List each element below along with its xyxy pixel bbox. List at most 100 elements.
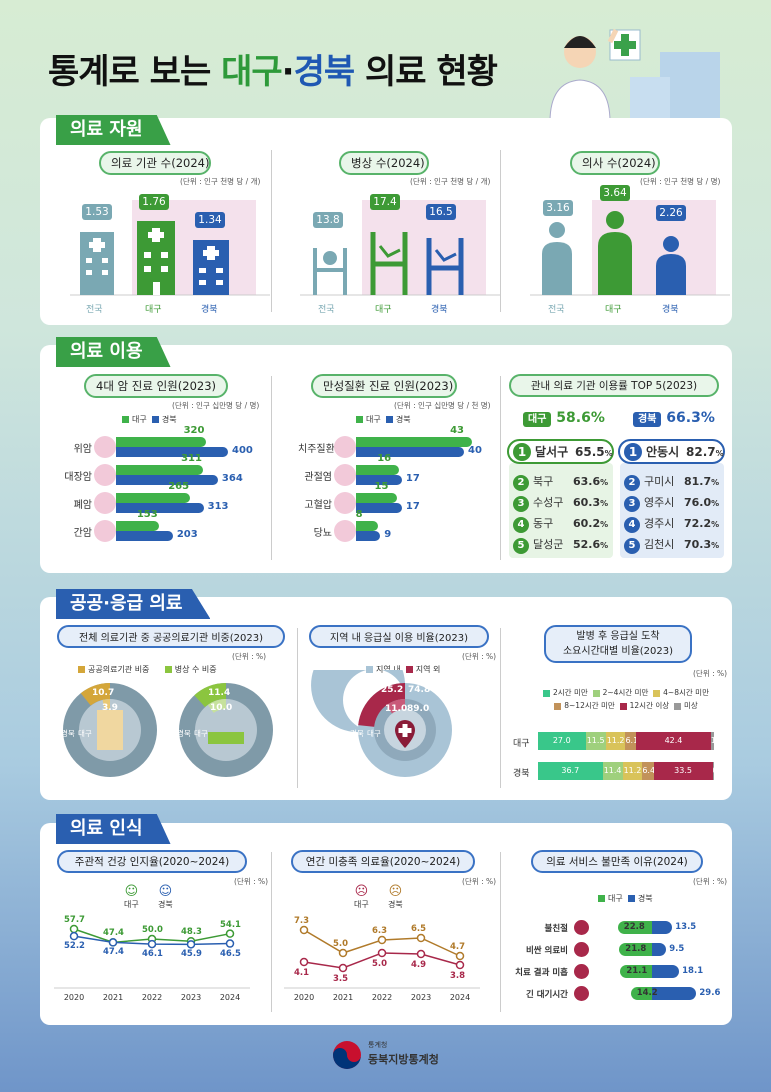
region-label: 전국 [318, 305, 335, 315]
value-daegu: 14.2 [636, 988, 658, 998]
top5-item: 3 수성구 60.3% [513, 494, 611, 512]
health-legend: ☺ 경북 [158, 884, 173, 909]
top5-item: 5 달성군 52.6% [513, 536, 611, 554]
health-legend: ☺ 대구 [124, 884, 139, 909]
cancer-legend: 대구 경북 [122, 414, 177, 425]
unmet-title: 연간 미충족 의료율(2020~2024) [291, 850, 475, 873]
organ-icon [94, 464, 116, 486]
bar-gyeongbuk [116, 503, 204, 513]
rank-badge: 3 [624, 496, 640, 512]
value-a: 47.4 [103, 928, 124, 939]
cancer-title: 4대 암 진료 인원(2023) [84, 374, 228, 398]
organ-icon [94, 492, 116, 514]
arrival-segment: 33.5 [653, 762, 713, 780]
value-b: 6.3 [372, 926, 388, 936]
arrival-segment: 11.5 [585, 732, 606, 750]
percent-sign: % [600, 478, 609, 487]
section-tag-resources: 의료 자원 [56, 115, 171, 145]
value-a: 4.9 [411, 960, 427, 970]
place-rate: 52.6 [573, 538, 601, 551]
org-logo-icon [333, 1041, 361, 1069]
series-point [69, 924, 79, 934]
bar-gyeongbuk [652, 987, 697, 1000]
public-facility-donut [63, 683, 157, 777]
bar-daegu [356, 493, 397, 503]
arrival-row-label: 대구 [513, 739, 530, 749]
value-gyeongbuk: 9 [384, 529, 392, 540]
arrival-segment: 1.8 [710, 732, 714, 750]
value-b: 47.4 [103, 947, 124, 958]
bar-gyeongbuk [652, 965, 680, 978]
bar-gyeongbuk [356, 503, 402, 513]
series-point [338, 948, 348, 958]
resources-charts [70, 200, 730, 296]
facilities-title: 의료 기관 수(2024) [99, 151, 211, 175]
series-point [455, 960, 465, 970]
unmet-legend: ☹ 경북 [388, 884, 403, 909]
divider [271, 376, 272, 560]
bed-icon [208, 732, 244, 744]
cancer-unit: (단위 : 인구 십만명 당 / 명) [172, 401, 260, 410]
top5-item: 2 구미시 81.7% [624, 473, 722, 491]
hospital-icon-national [80, 232, 114, 295]
reason-icon [574, 964, 589, 979]
facilities-daegu-value: 1.76 [139, 194, 169, 210]
org-name: 동북지방통계청 [368, 1053, 439, 1066]
row-label: 고혈압 [304, 500, 332, 511]
value-b: 45.9 [181, 949, 202, 960]
arrival-segment: 11.2 [605, 732, 626, 750]
series-point [416, 933, 426, 943]
section-tag-perception: 의료 인식 [56, 814, 171, 844]
place-rate: 72.2 [684, 517, 712, 530]
place-name: 달성군 [533, 538, 564, 551]
value-gyeongbuk: 313 [207, 501, 229, 512]
bar-daegu [630, 987, 652, 1000]
row-label: 관절염 [304, 472, 332, 483]
series-point [299, 957, 309, 967]
arrival-segment: 42.4 [636, 732, 711, 750]
chronic-legend: 대구 경북 [356, 414, 411, 425]
region-label: 전국 [86, 305, 103, 315]
donut-charts [63, 670, 452, 777]
beds-unit: (단위 : 인구 천명 당 / 개) [410, 177, 491, 186]
arrival-stack: 36.711.411.26.433.50.8 [538, 762, 714, 780]
value-daegu: 21.1 [626, 966, 648, 976]
top5-item: 2 북구 63.6% [513, 473, 611, 491]
top5-title: 관내 의료 기관 이용률 TOP 5(2023) [509, 374, 719, 397]
bar-gyeongbuk [116, 447, 228, 457]
region-label: 경북 [662, 305, 679, 315]
arrival-segment: 27.0 [538, 732, 586, 750]
percent-sign: % [711, 478, 720, 487]
series-point [108, 938, 118, 947]
hospital-icon [97, 710, 123, 750]
beds-title: 병상 수(2024) [339, 151, 429, 175]
organ-icon [334, 492, 356, 514]
bed-icon-national [313, 248, 347, 295]
value-a: 48.3 [181, 927, 202, 938]
top5-gyeongbuk: 경북 66.3% [625, 410, 729, 427]
bar-daegu [356, 465, 400, 475]
region-label: 대구 [145, 305, 162, 315]
series-point [377, 948, 387, 958]
value-gyeongbuk: 203 [176, 529, 198, 540]
value-b: 46.5 [220, 948, 241, 959]
rank-badge: 1 [513, 443, 531, 461]
er-out-dg: 11.0 [385, 704, 408, 714]
value-a: 50.0 [142, 925, 163, 935]
value-daegu: 15 [374, 481, 389, 492]
value-gyeongbuk: 18.1 [682, 966, 704, 976]
percent-sign: % [711, 541, 720, 550]
bar-daegu [620, 965, 652, 978]
arrival-row-label: 경북 [513, 769, 530, 779]
public-legend: 공공의료기관 비중 병상 수 비중 [78, 664, 217, 675]
facilities-national-value: 1.53 [82, 204, 112, 220]
divider [500, 150, 501, 312]
value-gyeongbuk: 400 [232, 445, 253, 456]
value-daegu: 8 [355, 509, 363, 520]
year-label: 2021 [332, 993, 354, 1002]
bar-gyeongbuk [116, 475, 218, 485]
unmet-unit: (단위 : %) [462, 877, 497, 886]
region-label: 전국 [548, 305, 565, 315]
public-inner-value: 3.9 [102, 703, 118, 713]
year-label: 2022 [141, 993, 163, 1002]
